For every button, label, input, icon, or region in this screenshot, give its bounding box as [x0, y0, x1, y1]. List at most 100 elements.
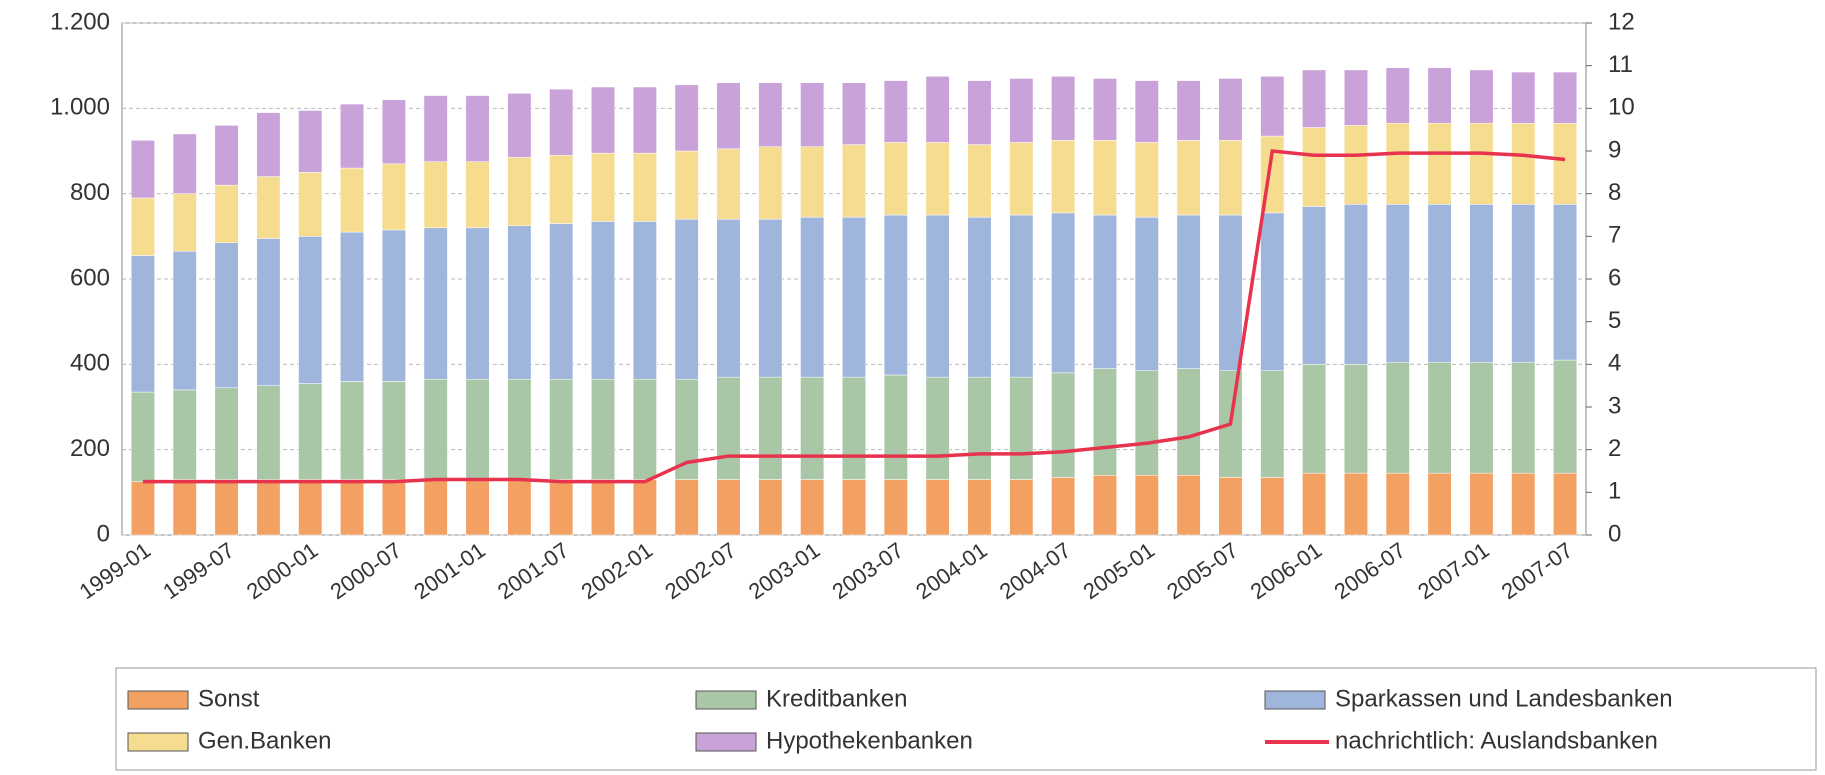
bar [1009, 376, 1034, 480]
bar [340, 231, 365, 382]
bar [716, 479, 741, 536]
bar [1427, 67, 1452, 124]
bar [1218, 78, 1243, 141]
bar [1511, 123, 1536, 205]
y-tick-label: 0 [97, 520, 110, 547]
bar [758, 479, 783, 536]
bar [130, 481, 155, 536]
bar [800, 82, 825, 147]
bar [381, 381, 406, 480]
bar [800, 479, 825, 536]
bar [1553, 123, 1578, 205]
bar [423, 379, 448, 480]
x-tick-label: 2001-07 [493, 537, 573, 604]
bar [1427, 123, 1452, 205]
bar [298, 110, 323, 173]
bar [1051, 140, 1076, 214]
y2-tick-label: 0 [1608, 520, 1621, 547]
bar [1302, 69, 1327, 128]
x-tick-label: 2004-01 [911, 537, 991, 604]
bar [674, 150, 699, 220]
bar [800, 146, 825, 218]
bar [1134, 80, 1159, 143]
y2-tick-label: 11 [1608, 51, 1633, 78]
bar [172, 251, 197, 391]
bar [172, 193, 197, 252]
bar [591, 221, 615, 380]
bar [214, 125, 239, 186]
bar [465, 95, 490, 162]
bar [1134, 216, 1159, 371]
bar [130, 391, 155, 482]
bar [1469, 69, 1494, 124]
x-tick-label: 1999-07 [158, 537, 238, 604]
bar [800, 376, 825, 480]
bar [591, 86, 615, 154]
bar [1009, 142, 1034, 216]
bar [549, 479, 574, 536]
bar [925, 142, 950, 216]
bar [465, 379, 490, 480]
bar [381, 229, 406, 382]
x-tick-label: 2006-01 [1246, 537, 1326, 604]
legend-label: Hypothekenbanken [766, 727, 973, 754]
bar [1176, 368, 1201, 476]
y-tick-label: 1.000 [50, 94, 110, 121]
y-tick-label: 200 [70, 435, 110, 462]
legend-swatch [695, 732, 757, 752]
bar [1051, 372, 1076, 478]
legend-label: Kreditbanken [766, 685, 907, 712]
bar [883, 479, 908, 536]
bar [256, 176, 281, 239]
bar [130, 140, 155, 199]
y-tick-label: 600 [70, 264, 110, 291]
bar [632, 221, 657, 380]
x-tick-label: 2000-01 [242, 537, 322, 604]
x-tick-label: 2001-01 [409, 537, 489, 604]
bar [967, 479, 992, 536]
bar [1093, 475, 1117, 536]
bar [1427, 472, 1452, 536]
bar [340, 381, 365, 480]
bar [214, 479, 239, 536]
bar [1469, 123, 1494, 205]
bar [967, 144, 992, 218]
bar [716, 219, 741, 378]
bar [298, 236, 323, 384]
x-tick-label: 2005-01 [1079, 537, 1159, 604]
x-tick-label: 2000-07 [326, 537, 406, 604]
bar [842, 144, 866, 218]
bar [1427, 204, 1452, 363]
y2-tick-label: 6 [1608, 264, 1621, 291]
bar [465, 479, 490, 536]
bar [1009, 78, 1034, 143]
bar [214, 387, 239, 480]
y2-tick-label: 12 [1608, 8, 1635, 35]
bar [1134, 475, 1159, 536]
bar [340, 103, 365, 169]
bar [172, 133, 197, 194]
bar [214, 242, 239, 389]
bar [381, 99, 406, 165]
bar [1511, 71, 1536, 124]
bar [1009, 214, 1034, 378]
legend-swatch [1264, 690, 1326, 710]
bar [1176, 140, 1201, 216]
bar [1385, 204, 1410, 363]
bar [1427, 361, 1452, 474]
bar [925, 76, 950, 143]
bar [1051, 212, 1076, 374]
y2-tick-label: 2 [1608, 435, 1621, 462]
x-tick-label: 2007-07 [1497, 537, 1577, 604]
bar [1260, 477, 1285, 536]
bar [507, 225, 532, 380]
bar [1343, 472, 1368, 536]
legend-label: Gen.Banken [198, 727, 331, 754]
bar [1553, 204, 1578, 361]
bar [1260, 212, 1285, 371]
bar [1051, 76, 1076, 141]
bar [1176, 80, 1201, 141]
bar [800, 216, 825, 378]
bar [1385, 67, 1410, 124]
bar [925, 479, 950, 536]
